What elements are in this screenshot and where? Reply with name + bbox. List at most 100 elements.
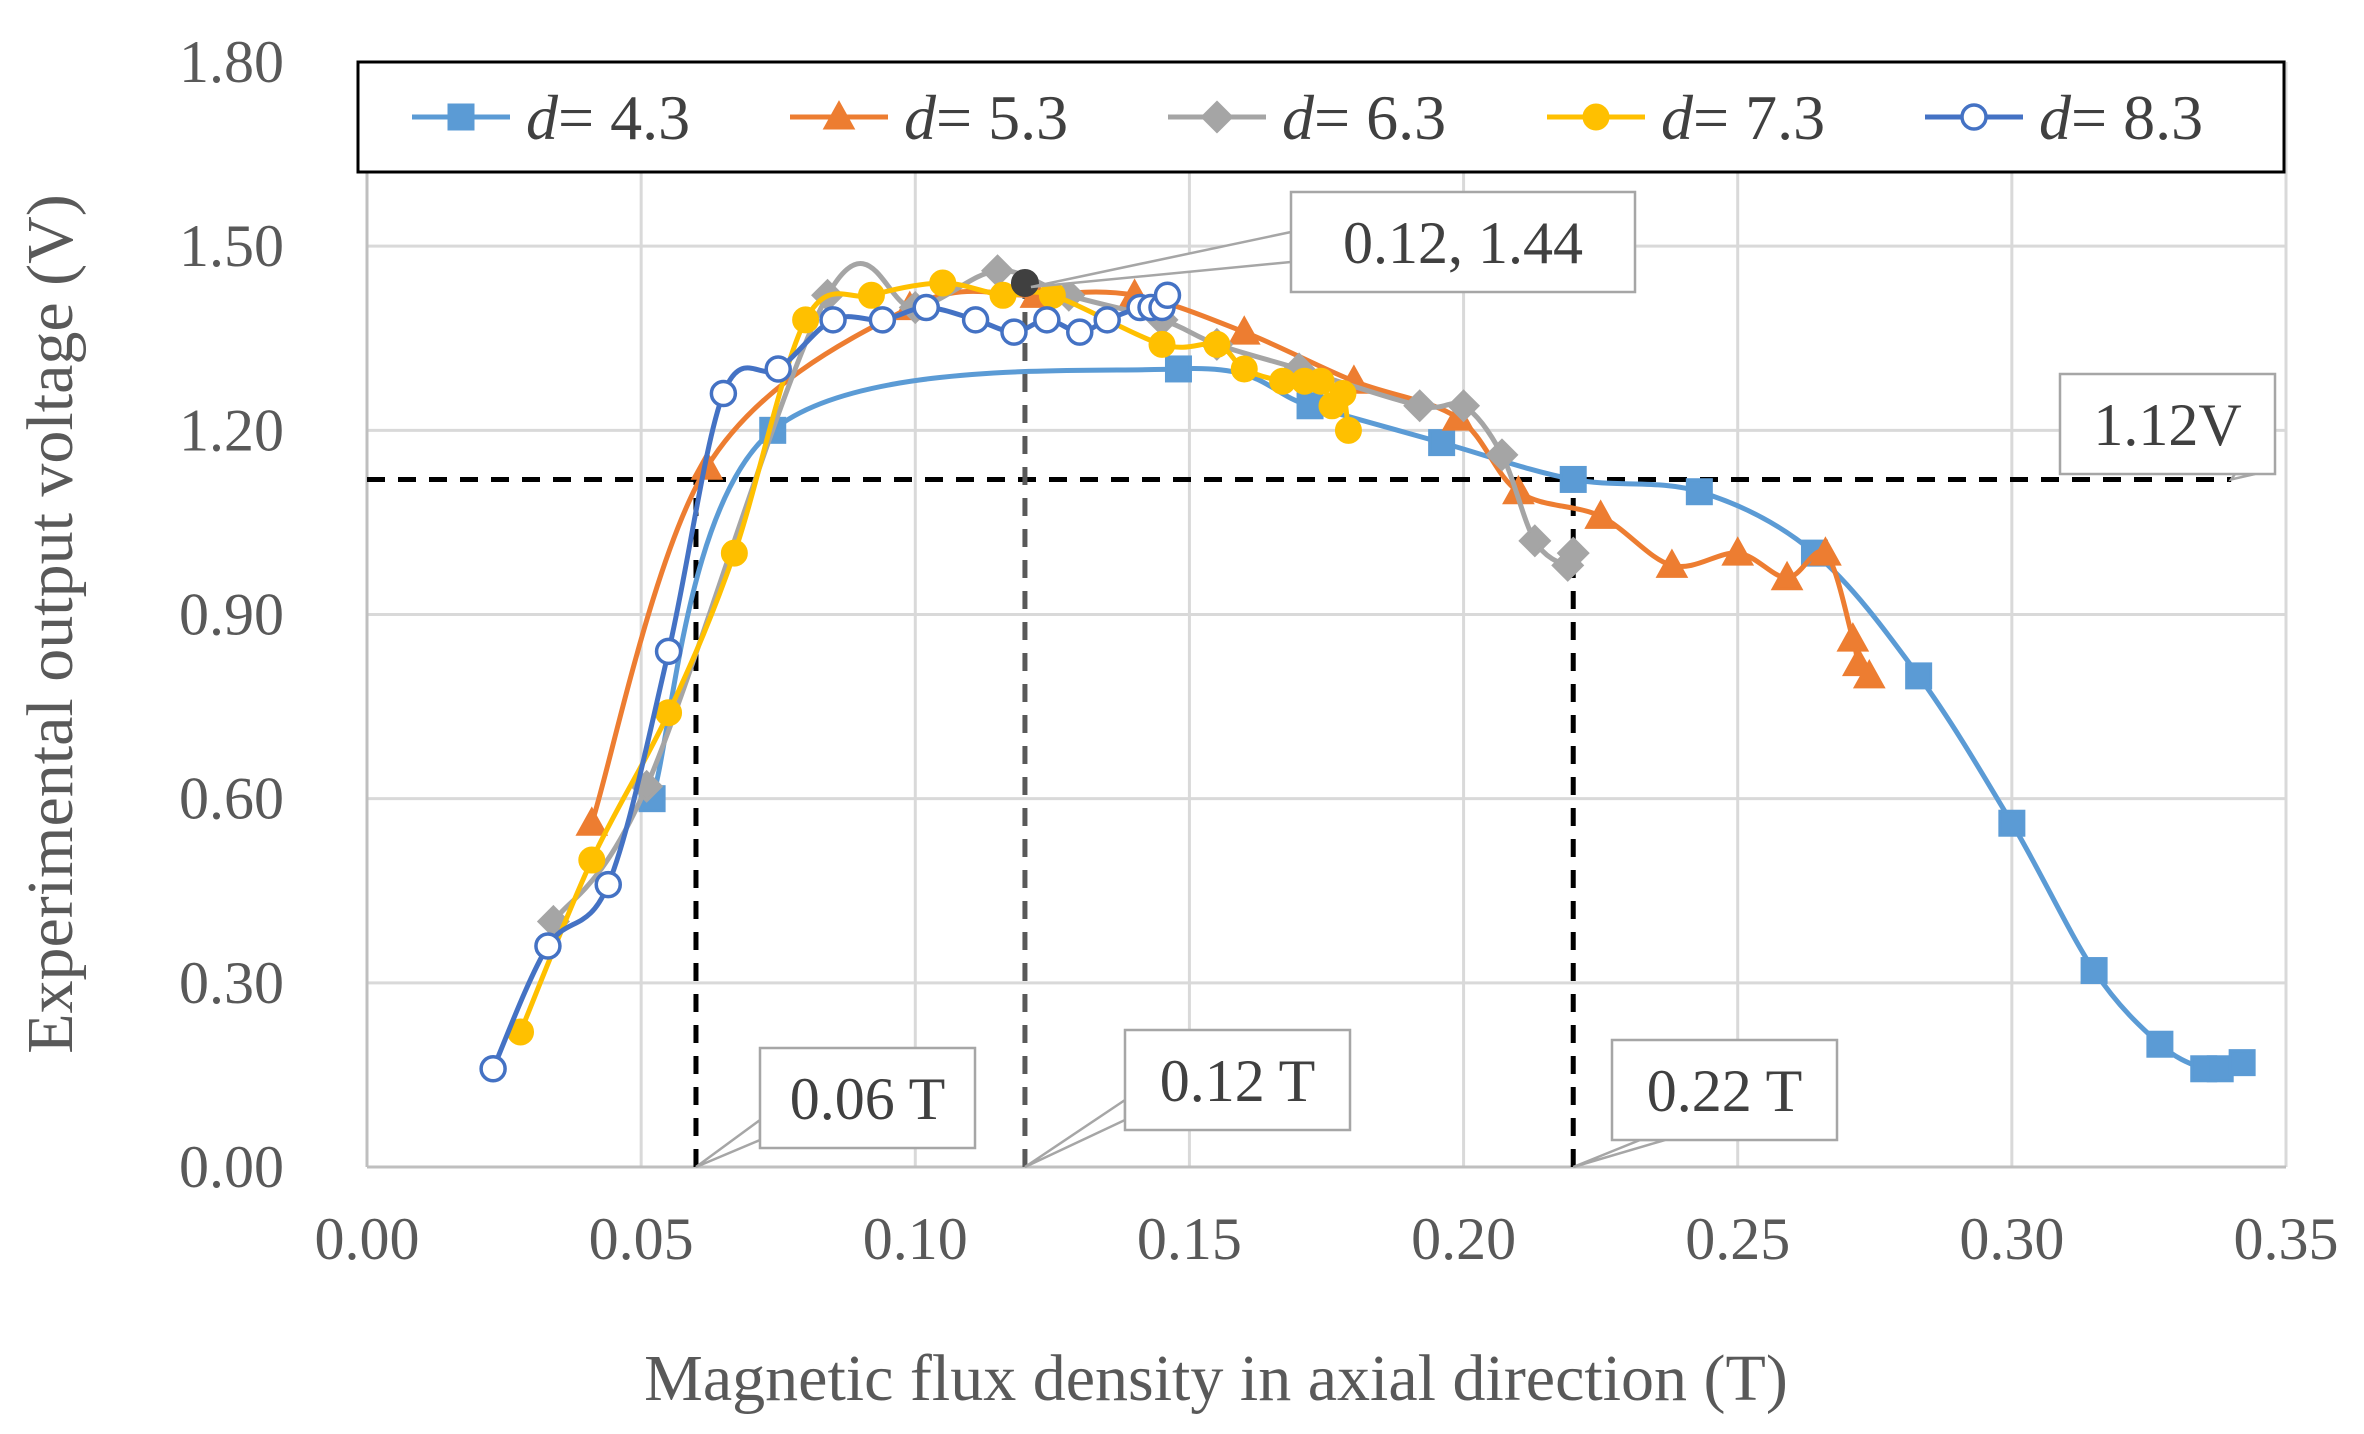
- reference-lines: [367, 283, 2232, 1167]
- legend-entry-2: d= 5.3: [790, 82, 1068, 153]
- x-axis-label: Magnetic flux density in axial direction…: [644, 1342, 1788, 1415]
- data-point: [1203, 330, 1231, 358]
- data-point: [1307, 367, 1335, 395]
- legend-entry-4: d= 7.3: [1547, 82, 1825, 153]
- legend-variable: d: [1661, 82, 1694, 153]
- x-tick-label: 0.30: [1959, 1206, 2064, 1272]
- callout-text: 0.12, 1.44: [1343, 210, 1583, 276]
- data-point: [1584, 499, 1617, 529]
- callout-text: 1.12V: [2093, 392, 2241, 458]
- legend-value: = 4.3: [558, 82, 690, 153]
- callout-text: 0.12 T: [1160, 1048, 1316, 1114]
- callout-text: 0.22 T: [1647, 1058, 1803, 1124]
- y-tick-label: 1.80: [179, 29, 284, 95]
- legend: d= 4.3 d= 5.3 d= 6.3 d= 7.3 d= 8.3: [356, 60, 2286, 174]
- data-point: [1809, 536, 1842, 566]
- data-point: [1998, 809, 2026, 837]
- data-point: [1296, 392, 1324, 420]
- callout-box: [1289, 190, 1637, 294]
- y-tick-label: 0.60: [179, 766, 284, 832]
- x-tick-label: 0.20: [1411, 1206, 1516, 1272]
- callout-1-12v: 1.12V: [2058, 372, 2277, 482]
- series-1: [638, 355, 2256, 1083]
- y-tick-label: 0.00: [179, 1134, 284, 1200]
- legend-marker: [822, 100, 856, 130]
- x-tick-label: 0.05: [589, 1206, 694, 1272]
- data-point: [654, 637, 683, 666]
- callout-0-22t: 0.22 T: [1572, 1038, 1839, 1169]
- legend-value: = 7.3: [1693, 82, 1825, 153]
- x-tick-label: 0.25: [1685, 1206, 1790, 1272]
- data-point: [594, 870, 622, 899]
- data-point: [1485, 438, 1519, 472]
- data-point: [2228, 1049, 2256, 1077]
- data-point: [1770, 560, 1804, 591]
- data-point: [1269, 367, 1297, 395]
- callout-peak: 0.12, 1.44: [1030, 190, 1637, 294]
- data-point: [1428, 429, 1456, 457]
- data-point: [575, 806, 609, 836]
- data-point: [1518, 524, 1552, 558]
- x-tick-label: 0.15: [1137, 1206, 1242, 1272]
- legend-variable: d: [904, 82, 937, 153]
- callout-0-06t: 0.06 T: [695, 1046, 977, 1169]
- data-point: [1556, 536, 1590, 570]
- legend-entry-1: d= 4.3: [412, 82, 690, 153]
- series-5: [479, 281, 1182, 1083]
- legend-value: = 6.3: [1314, 82, 1446, 153]
- data-point: [857, 281, 885, 309]
- series-group: [479, 254, 2256, 1083]
- data-point: [1227, 315, 1261, 345]
- data-point: [1559, 465, 1587, 493]
- legend-label: d= 6.3: [1282, 82, 1446, 153]
- data-point: [1164, 355, 1192, 383]
- data-point: [929, 269, 957, 297]
- callout-0-12t: 0.12 T: [1024, 1028, 1352, 1169]
- data-point: [819, 306, 847, 334]
- data-point: [2080, 957, 2108, 985]
- data-point: [1148, 330, 1176, 358]
- legend-marker: [1200, 100, 1234, 134]
- x-tick-label: 0.35: [2234, 1206, 2339, 1272]
- callout-box: [2058, 372, 2277, 476]
- y-axis-label: Experimental output voltage (V): [14, 194, 87, 1054]
- data-point: [1033, 306, 1061, 334]
- legend-variable: d: [1282, 82, 1315, 153]
- data-point: [1334, 416, 1362, 444]
- y-tick-label: 1.50: [179, 213, 284, 279]
- data-point: [1153, 281, 1182, 310]
- y-tick-label: 0.30: [179, 950, 284, 1016]
- legend-value: = 5.3: [936, 82, 1068, 153]
- data-point: [792, 306, 820, 334]
- callout-box: [1123, 1028, 1352, 1132]
- legend-variable: d: [526, 82, 559, 153]
- data-point: [2206, 1055, 2234, 1083]
- legend-label: d= 4.3: [526, 82, 690, 153]
- legend-marker: [1960, 103, 1988, 131]
- data-point: [1685, 478, 1713, 506]
- data-point: [1852, 659, 1886, 689]
- data-point: [1447, 389, 1481, 423]
- data-point: [2146, 1030, 2174, 1058]
- data-point: [1721, 536, 1755, 566]
- data-point: [764, 355, 792, 383]
- data-point: [1329, 380, 1357, 407]
- legend-label: d= 7.3: [1661, 82, 1825, 153]
- callout-box: [758, 1046, 977, 1150]
- data-point: [1905, 662, 1933, 690]
- x-tick-label: 0.00: [315, 1206, 420, 1272]
- data-point: [1655, 548, 1689, 578]
- data-point: [1836, 622, 1870, 652]
- data-point: [1230, 355, 1258, 383]
- legend-entry-5: d= 8.3: [1925, 82, 2203, 153]
- data-point: [1066, 318, 1094, 346]
- highlight-point: [1010, 269, 1039, 297]
- legend-label: d= 8.3: [2039, 82, 2203, 153]
- legend-variable: d: [2039, 82, 2072, 153]
- callout-box: [1610, 1038, 1839, 1142]
- x-tick-label: 0.10: [863, 1206, 968, 1272]
- data-point: [534, 932, 562, 960]
- callouts: 0.12, 1.44 1.12V 0.06 T 0.12 T 0.22 T: [695, 190, 2277, 1169]
- data-point: [989, 281, 1017, 309]
